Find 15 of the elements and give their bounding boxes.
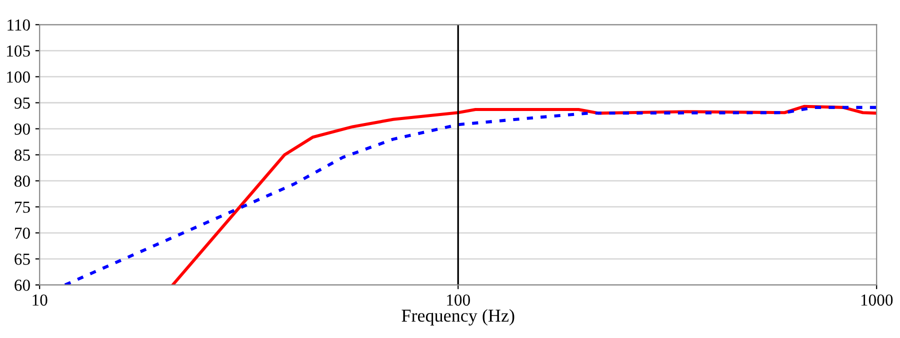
x-tick-label: 1000	[861, 294, 893, 306]
y-tick-label: 95	[14, 98, 30, 109]
y-tick-label: 85	[14, 150, 30, 161]
y-tick-label: 75	[15, 202, 30, 213]
y-tick-label: 110	[8, 19, 30, 31]
y-tick-label: 65	[14, 254, 30, 265]
y-tick-label: 105	[7, 45, 30, 57]
x-tick-label: 100	[447, 294, 470, 306]
x-tick-label: 10	[32, 294, 48, 306]
y-tick-label: 80	[14, 176, 30, 187]
x-axis-title: Frequency (Hz)	[402, 309, 514, 326]
y-tick-label: 70	[15, 228, 30, 239]
y-tick-label: 90	[14, 123, 30, 135]
y-tick-label: 60	[14, 280, 30, 291]
y-tick-label: 100	[7, 71, 30, 83]
